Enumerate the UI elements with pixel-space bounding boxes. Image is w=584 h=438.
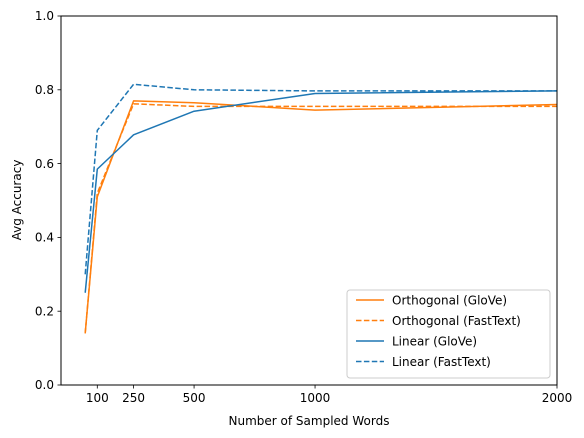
y-tick-label: 0.6: [35, 157, 54, 171]
x-tick-label: 2000: [542, 391, 573, 405]
x-tick-label: 100: [86, 391, 109, 405]
y-tick-label: 1.0: [35, 9, 54, 23]
x-tick-label: 1000: [300, 391, 331, 405]
y-tick-label: 0.8: [35, 83, 54, 97]
x-tick-label: 250: [122, 391, 145, 405]
legend-item-linear-fasttext: Linear (FastText): [356, 355, 491, 369]
legend-label: Linear (FastText): [392, 355, 491, 369]
x-tick-label: 500: [183, 391, 206, 405]
x-axis-ticks: 100 250 500 1000 2000: [86, 385, 572, 405]
legend-item-linear-glove: Linear (GloVe): [356, 334, 477, 348]
plot-lines: [84, 83, 558, 334]
legend-label: Orthogonal (GloVe): [392, 293, 507, 307]
series-line-orthogonal-fasttext: [84, 103, 557, 334]
legend-item-orthogonal-fasttext: Orthogonal (FastText): [356, 314, 521, 328]
legend-label: Orthogonal (FastText): [392, 314, 521, 328]
y-tick-label: 0.4: [35, 231, 54, 245]
legend-box: [346, 289, 551, 379]
plot-frame: [60, 15, 558, 386]
series-line-linear-fasttext: [84, 83, 557, 275]
legend-item-orthogonal-glove: Orthogonal (GloVe): [356, 293, 507, 307]
y-tick-label: 0.0: [35, 378, 54, 392]
x-axis-label: Number of Sampled Words: [229, 414, 390, 428]
y-axis-label: Avg Accuracy: [10, 160, 24, 241]
series-line-linear-glove: [84, 90, 558, 293]
y-axis-ticks: 0.0 0.2 0.4 0.6 0.8 1.0: [35, 9, 61, 392]
legend-label: Linear (GloVe): [392, 334, 477, 348]
legend: Orthogonal (GloVe) Orthogonal (FastText) L…: [346, 289, 551, 379]
y-tick-label: 0.2: [35, 304, 54, 318]
